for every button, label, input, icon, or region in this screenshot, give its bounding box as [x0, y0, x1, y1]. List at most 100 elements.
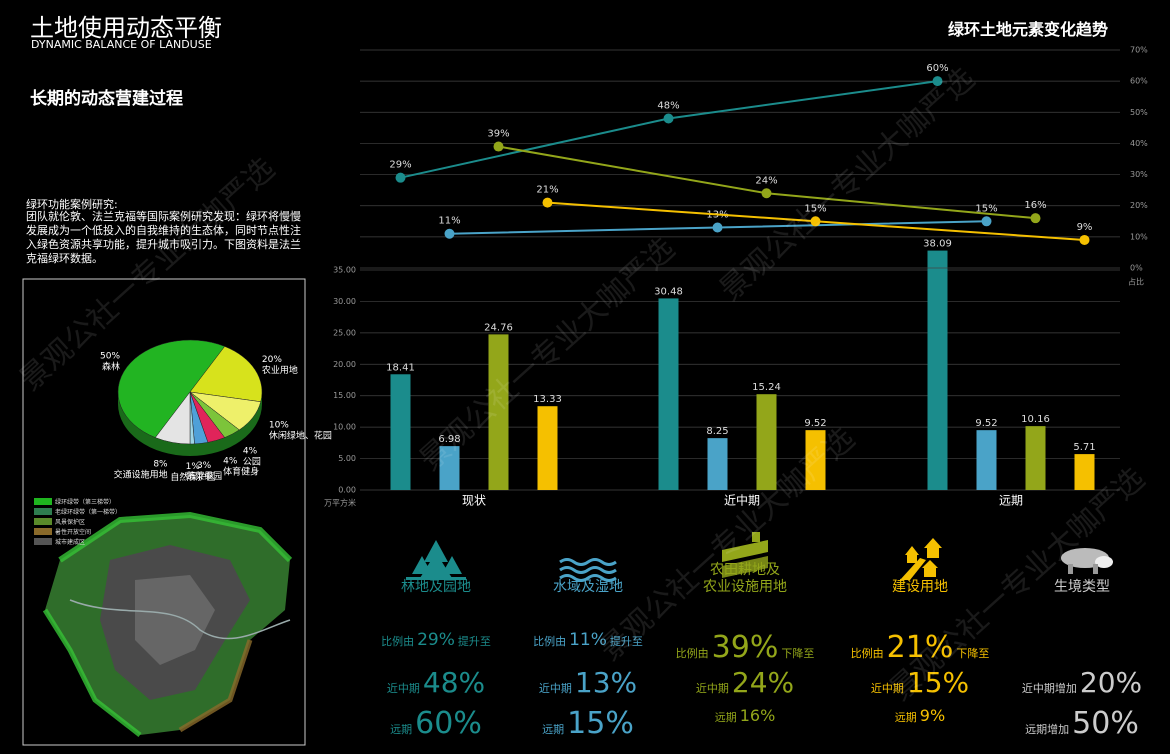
line-point — [1030, 213, 1041, 224]
indicator-far: 远期 16% — [660, 706, 830, 746]
indicator-from: 比例由 11% 提升至 — [503, 630, 673, 666]
y2-axis-label: 占比 — [1128, 277, 1144, 287]
pie-category-label: 体育健身 — [223, 465, 259, 477]
section-title: 长期的动态营建过程 — [30, 89, 183, 109]
indicator-far: 远期 15% — [503, 706, 673, 746]
indicator: 农田耕地及 农业设施用地 比例由 39% 下降至 近中期 24% 远期 16% — [660, 562, 830, 746]
from-value: 21% — [886, 630, 954, 665]
icon-forest — [406, 540, 466, 580]
indicator-mid: 近中期 13% — [503, 666, 673, 706]
line-point — [395, 172, 406, 183]
page-subtitle: DYNAMIC BALANCE OF LANDUSE — [31, 38, 212, 51]
legend-label: 暑性开放空间 — [55, 528, 92, 536]
indicator: 水域及湿地 比例由 11% 提升至 近中期 13% 远期 15% — [503, 562, 673, 746]
pie-category-label: 蔬菜果园 — [186, 470, 222, 482]
spacer — [660, 596, 830, 630]
bar-value-label: 10.16 — [1021, 414, 1050, 425]
y2-tick-label: 40% — [1130, 139, 1148, 148]
mid-label: 近中期增加 — [1021, 682, 1077, 695]
bar — [439, 446, 460, 490]
indicator: 林地及园地 比例由 29% 提升至 近中期 48% 远期 60% — [351, 562, 521, 746]
line-point — [542, 197, 553, 208]
pie-value-label: 50% — [100, 351, 120, 361]
y-tick-label: 30.00 — [333, 297, 356, 306]
legend-label: 风景保护区 — [55, 518, 86, 526]
bar-value-label: 6.98 — [438, 434, 460, 445]
line-value-label: 15% — [804, 203, 826, 214]
from-value: 39% — [711, 630, 779, 665]
indicator-from: 比例由 39% 下降至 — [660, 630, 830, 666]
pie-category-label: 森林 — [102, 360, 120, 372]
icon-farm — [722, 532, 768, 578]
indicator-mid: 近中期 24% — [660, 666, 830, 706]
bar — [658, 298, 679, 490]
indicator-mid: 近中期增加 20% — [997, 666, 1167, 706]
map-legend: 绿环绿带（第三梯带） 老绿环绿带（第一梯带） 风景保护区暑性开放空间 城市建成区 — [34, 496, 121, 546]
far-value: 16% — [739, 706, 776, 725]
y-axis-label: 万平方米 — [324, 498, 356, 508]
bar — [976, 430, 997, 490]
spacer — [997, 630, 1167, 666]
line-point — [444, 228, 455, 239]
pie-category-label: 休闲绿地、花园 — [269, 429, 332, 441]
mid-value: 24% — [731, 666, 795, 699]
far-label: 远期增加 — [1025, 723, 1070, 736]
line-value-label: 21% — [536, 185, 558, 196]
indicator-from: 比例由 21% 下降至 — [835, 630, 1005, 666]
page-title: 土地使用动态平衡 — [30, 14, 222, 42]
mid-value: 48% — [422, 666, 486, 699]
bar — [707, 438, 728, 490]
icon-badger — [1061, 548, 1113, 574]
mid-label: 近中期 — [695, 682, 729, 695]
bar — [927, 250, 948, 490]
y-tick-label: 5.00 — [338, 454, 356, 463]
legend-label: 老绿环绿带（第一梯带） — [55, 508, 122, 516]
bar-value-label: 5.71 — [1073, 442, 1095, 453]
mid-value: 20% — [1079, 666, 1143, 699]
legend-item: 暑性开放空间 — [34, 526, 121, 536]
y-tick-label: 20.00 — [333, 360, 356, 369]
bar-value-label: 24.76 — [484, 322, 513, 333]
y2-tick-label: 50% — [1130, 108, 1148, 117]
pie-category-label: 交通设施用地 — [114, 469, 168, 481]
indicator-far: 远期 60% — [351, 706, 521, 746]
far-value: 15% — [567, 706, 634, 741]
line-point — [712, 222, 723, 233]
indicator-name: 农田耕地及 农业设施用地 — [703, 562, 787, 595]
pie-slice — [117, 339, 226, 438]
line-point — [493, 141, 504, 152]
legend-swatch — [34, 497, 52, 505]
line-point — [932, 76, 943, 87]
legend-item: 城市建成区 — [34, 536, 121, 546]
bar — [805, 430, 826, 490]
bar-value-label: 15.24 — [752, 382, 781, 393]
bar-value-label: 9.52 — [975, 418, 997, 429]
indicator-from: 比例由 29% 提升至 — [351, 630, 521, 666]
bar — [1074, 454, 1095, 490]
legend-item: 绿环绿带（第三梯带） — [34, 496, 121, 506]
pie-value-label: 10% — [269, 420, 289, 430]
far-label: 远期 — [894, 711, 917, 724]
indicator-name: 生境类型 — [1054, 579, 1110, 595]
pie-value-label: 3% — [197, 461, 212, 471]
far-value: 9% — [919, 706, 946, 725]
bar-value-label: 38.09 — [923, 239, 952, 250]
x-tick-label: 近中期 — [724, 493, 760, 508]
far-label: 远期 — [542, 723, 565, 736]
far-value: 50% — [1072, 706, 1139, 741]
mid-label: 近中期 — [538, 682, 572, 695]
far-label: 远期 — [390, 723, 413, 736]
bar — [537, 406, 558, 490]
y2-tick-label: 20% — [1130, 201, 1148, 210]
mid-label: 近中期 — [870, 682, 904, 695]
intro-body: 团队就伦敦、法兰克福等国际案例研究发现：绿环将慢慢发展成为一个低投入的自我维持的… — [26, 210, 301, 265]
y2-tick-label: 30% — [1130, 170, 1148, 179]
x-tick-label: 远期 — [999, 494, 1023, 508]
from-label: 比例由 — [675, 647, 709, 660]
x-tick-label: 现状 — [462, 494, 486, 508]
bar-value-label: 9.52 — [804, 418, 826, 429]
indicator-mid: 近中期 15% — [835, 666, 1005, 706]
far-label: 远期 — [714, 711, 737, 724]
